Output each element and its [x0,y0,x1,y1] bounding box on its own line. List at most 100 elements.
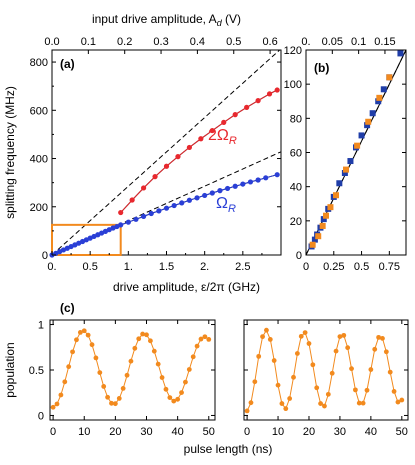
point-2omega [186,144,192,151]
rabi-point-left [190,354,196,360]
y-tick-label-b: 60 [290,148,302,160]
rabi-point-right [349,366,354,372]
rabi-point-left [77,330,83,335]
x-tick-label-c: 40 [365,426,377,438]
rabi-point-right [364,387,370,393]
y-tick-label-c: 0.5 [29,365,44,377]
point-blue-b [311,236,318,243]
y-tick-label-b: 0 [296,250,302,262]
fit-line-2omega [120,89,278,213]
series-label-2omega: 2ΩR [208,127,237,147]
point-omega [118,222,124,228]
point-2omega [129,197,135,203]
rabi-point-left [151,348,157,354]
rabi-point-left [74,337,79,343]
point-orange-b [309,241,316,248]
rabi-point-left [50,404,56,410]
x-tick-label-b: 0.75 [379,261,400,273]
rabi-point-right [275,382,281,388]
top-axis-label: input drive amplitude, Ad (V) [92,12,241,28]
x-tick-label-b: 0.5 [354,261,369,273]
x-axis-label-c: pulse length (ns) [184,442,273,456]
point-2omega [118,209,124,216]
point-orange-b [376,94,383,101]
rabi-point-right [283,406,289,412]
rabi-point-right [318,401,323,406]
point-omega [179,200,185,206]
point-omega [194,195,200,201]
rabi-point-left [167,395,173,401]
point-blue-b [347,158,354,165]
y-tick-label-b: 80 [290,113,302,125]
point-blue-b [375,98,382,105]
rabi-point-right [256,353,262,359]
rabi-point-left [198,336,204,342]
rabi-point-right [337,334,343,340]
top-tick-label-b: 0.15 [374,36,395,48]
rabi-point-right [399,397,405,403]
rabi-point-left [112,401,118,407]
top-tick-label-a: 0.2 [117,36,132,48]
rabi-point-left [89,342,95,348]
point-omega [141,213,147,220]
y-tick-label-a: 600 [30,105,48,117]
rabi-point-left [136,336,142,342]
rabi-line-right [246,329,403,412]
x-tick-label-a: 2. [200,261,209,273]
point-2omega [152,174,158,180]
rabi-point-left [140,331,146,337]
y-tick-label-b: 100 [284,79,302,91]
x-tick-label-c: 40 [172,426,184,438]
y-axis-label-a: splitting frequency (MHz) [3,86,17,219]
rabi-point-right [287,396,293,401]
y-tick-label-a: 800 [30,57,48,69]
rabi-point-left [183,379,188,385]
rabi-point-left [132,345,138,351]
top-tick-label-b: 0.1 [351,36,366,48]
panel-b-label: (b) [314,61,329,75]
x-tick-label-b: 0 [303,261,309,273]
point-2omega [198,136,204,142]
rabi-point-left [97,370,103,376]
point-omega [202,192,208,199]
rabi-point-right [372,346,378,352]
rabi-point-right [306,341,312,346]
rabi-point-left [58,392,64,398]
rabi-point-right [383,349,389,355]
x-tick-label-c: 0 [50,426,56,438]
rabi-point-left [120,385,126,391]
point-omega [156,208,162,214]
point-blue-b [369,110,376,117]
point-omega [274,172,280,178]
rabi-point-left [171,398,177,404]
point-omega [240,181,246,187]
point-2omega [209,127,215,134]
rabi-point-left [54,401,60,407]
point-orange-b [315,233,322,240]
point-blue-b [397,50,404,57]
rabi-point-right [352,387,358,393]
x-tick-label-a: 0.5 [83,261,98,273]
rabi-point-right [395,399,401,405]
rabi-point-left [128,358,134,364]
rabi-point-right [380,335,385,341]
point-2omega [255,98,261,104]
rabi-point-right [294,351,300,356]
x-tick-label-c: 0 [244,426,250,438]
point-omega [186,197,192,203]
point-omega [217,188,223,194]
rabi-point-right [333,348,339,354]
x-tick-label-c: 50 [396,426,408,438]
point-2omega [274,87,280,93]
rabi-point-right [271,358,277,363]
rabi-point-left [144,332,149,338]
point-orange-b [323,212,329,219]
top-tick-label-a: 0.1 [81,36,96,48]
fit-line-omega [51,174,278,256]
x-tick-label-a: 1. [124,261,133,273]
rabi-point-right [356,400,362,406]
rabi-point-left [186,367,192,372]
x-tick-label-c: 20 [109,426,121,438]
y-tick-label-b: 120 [284,45,302,57]
